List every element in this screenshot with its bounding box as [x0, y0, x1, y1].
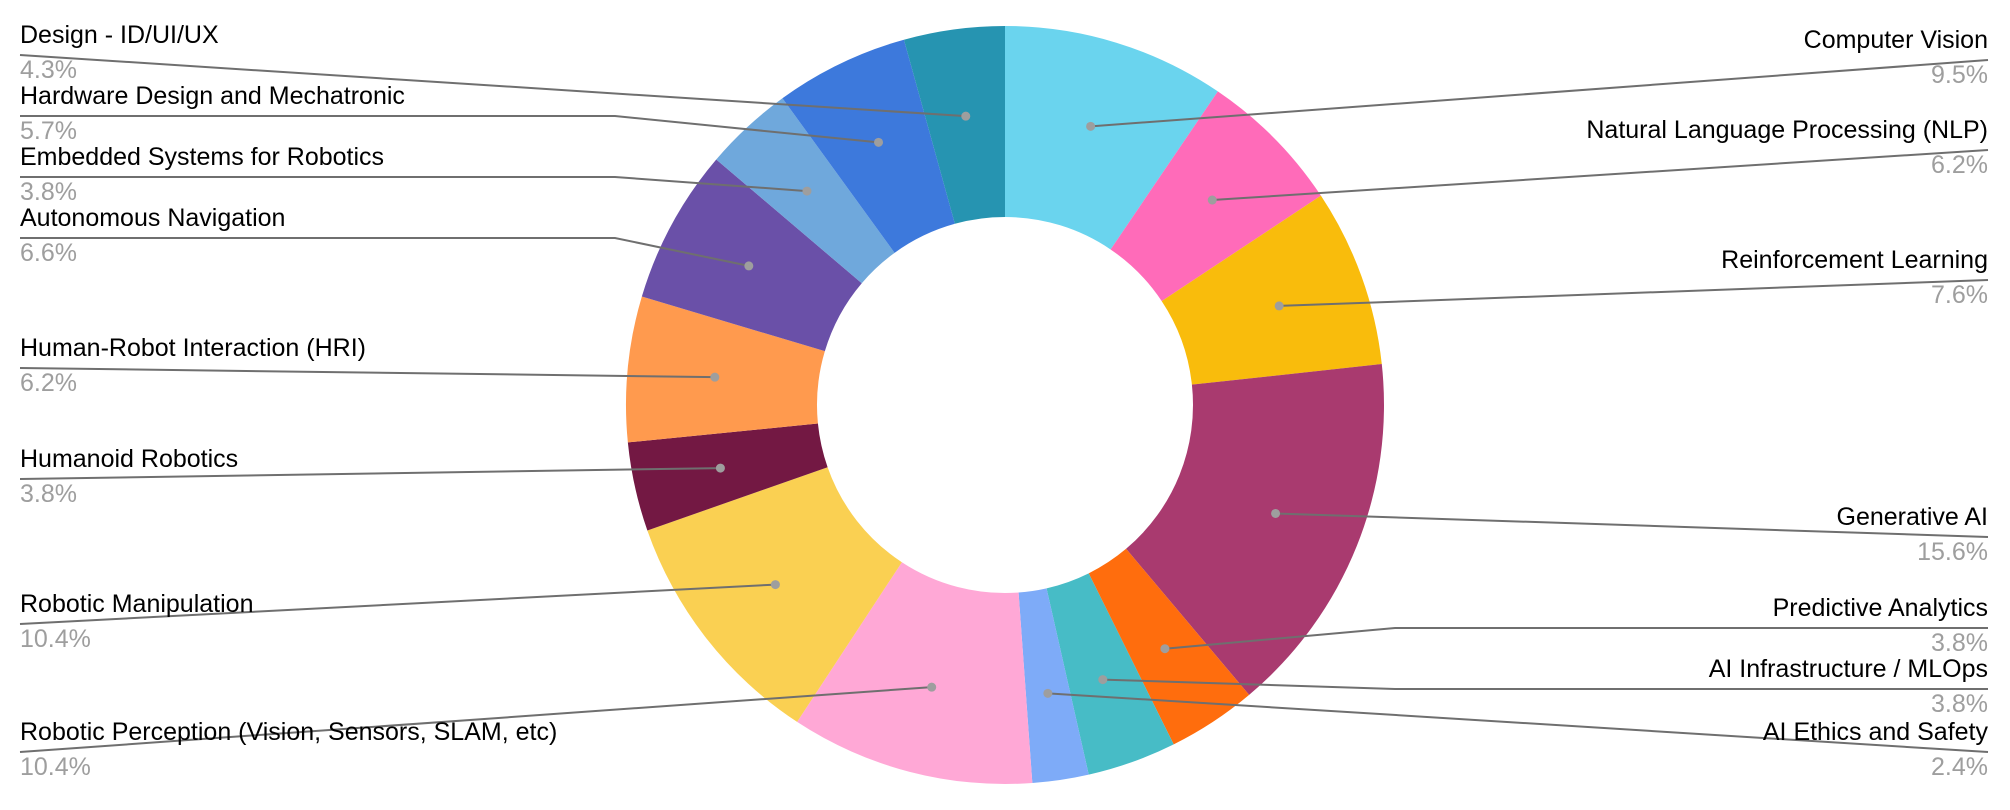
leader-dot-robotic-manipulation	[770, 580, 780, 590]
leader-dot-design-id-ui-ux	[961, 111, 971, 121]
label-generative-ai: Generative AI	[1837, 503, 1988, 531]
leader-line-hardware-design-and-mechatronic	[20, 115, 879, 144]
leader-line-design-id-ui-ux	[19, 54, 966, 118]
label-robotic-perception-vision-sensors-slam-etc: Robotic Perception (Vision, Sensors, SLA…	[20, 718, 557, 746]
leader-line-embedded-systems-for-robotics	[20, 176, 808, 193]
percent-robotic-manipulation: 10.4%	[20, 625, 91, 653]
leader-dot-autonomous-navigation	[744, 261, 754, 271]
percent-ai-infrastructure-mlops: 3.8%	[1931, 690, 1988, 718]
leader-line-robotic-perception-vision-sensors-slam-etc	[19, 686, 932, 753]
leader-dot-generative-ai	[1271, 508, 1281, 518]
label-design-id-ui-ux: Design - ID/UI/UX	[20, 21, 219, 49]
leader-dot-predictive-analytics	[1160, 644, 1170, 654]
leader-line-natural-language-processing-nlp	[1212, 149, 1989, 202]
leader-dot-hardware-design-and-mechatronic	[874, 137, 884, 147]
slice-ai-infrastructure-mlops	[1046, 573, 1174, 775]
percent-predictive-analytics: 3.8%	[1931, 629, 1988, 657]
leader-line-humanoid-robotics	[19, 467, 721, 480]
leader-dot-humanoid-robotics	[715, 463, 725, 473]
leader-dot-natural-language-processing-nlp	[1207, 195, 1217, 205]
slice-autonomous-navigation	[641, 159, 862, 352]
leader-line-ai-infrastructure-mlops	[1102, 678, 1988, 690]
slice-predictive-analytics	[1088, 548, 1250, 745]
leader-line-generative-ai	[1275, 512, 1989, 538]
percent-robotic-perception-vision-sensors-slam-etc: 10.4%	[20, 753, 91, 781]
leader-line-computer-vision	[1090, 59, 1989, 128]
percent-design-id-ui-ux: 4.3%	[20, 56, 77, 84]
percent-autonomous-navigation: 6.6%	[20, 239, 77, 267]
slice-labels: Computer Vision 9.5% Natural Language Proc…	[20, 21, 1988, 781]
percent-embedded-systems-for-robotics: 3.8%	[20, 178, 77, 206]
leader-dot-reinforcement-learning	[1274, 301, 1284, 311]
label-autonomous-navigation: Autonomous Navigation	[20, 204, 285, 232]
leader-line-robotic-manipulation	[19, 583, 776, 625]
leader-line-ai-ethics-and-safety	[1047, 692, 1989, 753]
percent-humanoid-robotics: 3.8%	[20, 480, 77, 508]
label-predictive-analytics: Predictive Analytics	[1773, 594, 1988, 622]
donut-slices	[626, 26, 1384, 784]
label-humanoid-robotics: Humanoid Robotics	[20, 445, 238, 473]
label-ai-ethics-and-safety: AI Ethics and Safety	[1763, 718, 1989, 746]
leader-dot-ai-ethics-and-safety	[1043, 688, 1053, 698]
leader-lines	[19, 54, 1989, 753]
leader-line-reinforcement-learning	[1279, 279, 1989, 307]
slice-robotic-perception-vision-sensors-slam-etc	[797, 562, 1033, 784]
slice-robotic-manipulation	[647, 467, 902, 722]
slice-reinforcement-learning	[1161, 195, 1382, 385]
percent-computer-vision: 9.5%	[1931, 61, 1988, 89]
label-natural-language-processing-nlp: Natural Language Processing (NLP)	[1586, 116, 1988, 144]
label-human-robot-interaction-hri: Human-Robot Interaction (HRI)	[20, 334, 366, 362]
label-embedded-systems-for-robotics: Embedded Systems for Robotics	[20, 143, 384, 171]
leader-line-predictive-analytics	[1164, 627, 1988, 650]
leader-dot-robotic-perception-vision-sensors-slam-etc	[927, 682, 937, 692]
percent-human-robot-interaction-hri: 6.2%	[20, 369, 77, 397]
leader-dot-embedded-systems-for-robotics	[802, 186, 812, 196]
label-ai-infrastructure-mlops: AI Infrastructure / MLOps	[1709, 655, 1988, 683]
slice-generative-ai	[1126, 364, 1384, 695]
slice-humanoid-robotics	[627, 423, 828, 531]
leader-dot-human-robot-interaction-hri	[710, 372, 720, 382]
percent-natural-language-processing-nlp: 6.2%	[1931, 151, 1988, 179]
label-computer-vision: Computer Vision	[1804, 26, 1988, 54]
slice-computer-vision	[1005, 26, 1218, 250]
percent-generative-ai: 15.6%	[1917, 538, 1988, 566]
leader-line-autonomous-navigation	[20, 237, 750, 267]
label-reinforcement-learning: Reinforcement Learning	[1721, 246, 1988, 274]
label-hardware-design-and-mechatronic: Hardware Design and Mechatronic	[20, 82, 405, 110]
slice-hardware-design-and-mechatronic	[782, 39, 955, 253]
label-robotic-manipulation: Robotic Manipulation	[20, 590, 253, 618]
slice-design-id-ui-ux	[903, 26, 1005, 224]
percent-ai-ethics-and-safety: 2.4%	[1931, 753, 1988, 781]
leader-dot-computer-vision	[1086, 121, 1096, 131]
leader-line-human-robot-interaction-hri	[19, 367, 715, 379]
slice-natural-language-processing-nlp	[1110, 91, 1321, 302]
slice-human-robot-interaction-hri	[626, 296, 825, 443]
slice-ai-ethics-and-safety	[1018, 588, 1089, 784]
leader-dot-ai-infrastructure-mlops	[1098, 675, 1108, 685]
percent-reinforcement-learning: 7.6%	[1931, 281, 1988, 309]
percent-hardware-design-and-mechatronic: 5.7%	[20, 117, 77, 145]
